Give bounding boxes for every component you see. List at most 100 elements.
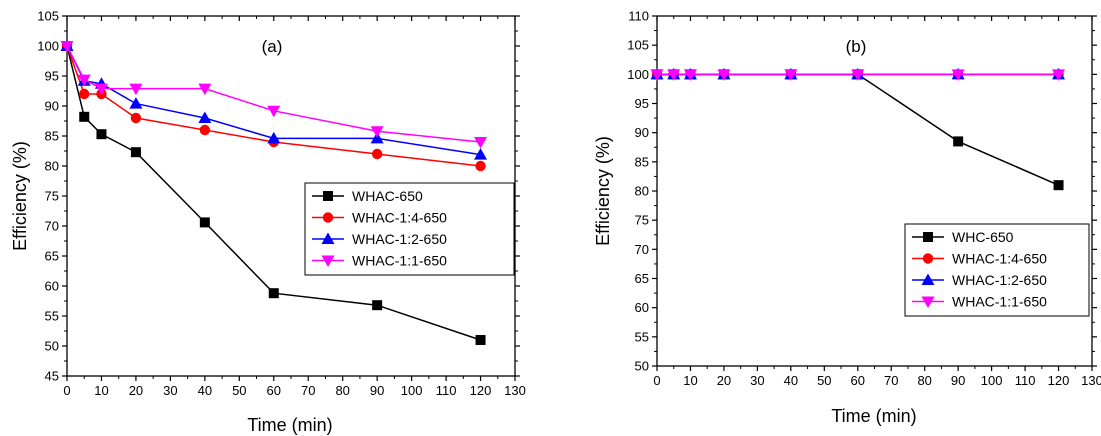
legend-swatch-marker — [922, 253, 934, 264]
y-tick-label: 85 — [45, 129, 59, 144]
x-tick-label: 100 — [981, 373, 1003, 388]
data-point — [372, 300, 383, 311]
x-tick-label: 120 — [470, 383, 492, 398]
data-point — [268, 288, 279, 299]
y-tick-label: 105 — [37, 9, 59, 24]
y-tick-label: 100 — [627, 67, 649, 82]
legend-label: WHAC-650 — [352, 188, 423, 204]
data-point — [474, 137, 488, 149]
legend-swatch-marker — [322, 212, 334, 223]
data-point — [199, 124, 211, 136]
data-point — [475, 160, 486, 172]
chart-1: 0 10 20 30 40 50 60 70 80 90 100 110 120 130 45 50 55 60 6… — [10, 9, 526, 436]
legend: WHAC-650 WHAC-1:4-650 WHAC-1:2-650 WHAC-1:1… — [304, 182, 515, 276]
series-1 — [652, 69, 1064, 191]
x-tick-label: 20 — [129, 383, 143, 398]
x-tick-label: 130 — [504, 383, 526, 398]
y-axis-label: Efficiency (%) — [10, 141, 30, 251]
legend-swatch-marker — [321, 255, 335, 267]
x-tick-label: 60 — [851, 373, 865, 388]
x-tick-label: 0 — [653, 373, 660, 388]
data-point — [474, 148, 488, 160]
x-tick-label: 110 — [436, 383, 457, 398]
x-axis-label: Time (min) — [831, 406, 916, 426]
x-tick-label: 130 — [1081, 373, 1101, 388]
data-point — [953, 136, 964, 147]
x-tick-label: 10 — [94, 383, 108, 398]
y-tick-label: 105 — [627, 38, 649, 53]
data-point — [77, 74, 91, 87]
y-tick-label: 80 — [635, 184, 649, 199]
x-tick-label: 50 — [817, 373, 831, 388]
x-tick-label: 80 — [335, 383, 349, 398]
x-tick-label: 120 — [1048, 373, 1070, 388]
legend-swatch-marker — [321, 232, 335, 244]
data-point — [96, 129, 107, 140]
data-point — [199, 217, 210, 228]
x-tick-label: 70 — [301, 383, 315, 398]
x-tick-label: 0 — [63, 383, 70, 398]
data-point — [370, 126, 384, 138]
y-tick-label: 90 — [635, 125, 649, 140]
data-point — [371, 148, 383, 160]
series-3 — [60, 39, 488, 160]
panel-label: (a) — [262, 37, 283, 56]
y-tick-label: 60 — [45, 279, 59, 294]
legend-label: WHAC-1:2-650 — [352, 231, 447, 247]
y-tick-label: 90 — [45, 99, 59, 114]
data-point — [784, 69, 798, 81]
data-point — [951, 69, 965, 81]
data-point — [650, 69, 664, 81]
legend-swatch-marker — [323, 191, 333, 201]
y-tick-label: 55 — [635, 329, 649, 344]
y-tick-label: 75 — [45, 189, 59, 204]
data-point — [683, 69, 697, 81]
x-tick-label: 100 — [401, 383, 423, 398]
chart-2: 0 10 20 30 40 50 60 70 80 90 100 110 120 130 50 55 60 65 7… — [593, 9, 1101, 427]
y-axis-label: Efficiency (%) — [593, 136, 613, 246]
x-tick-label: 90 — [370, 383, 384, 398]
legend-swatch-marker — [921, 273, 935, 285]
data-point — [267, 131, 281, 144]
y-tick-label: 80 — [45, 159, 59, 174]
x-tick-label: 80 — [917, 373, 931, 388]
panel-label: (b) — [846, 37, 867, 56]
data-point — [267, 105, 281, 118]
y-tick-label: 75 — [635, 213, 649, 228]
data-point — [79, 88, 90, 100]
data-point — [94, 83, 108, 96]
y-tick-label: 65 — [45, 249, 59, 264]
legend-label: WHAC-1:4-650 — [952, 251, 1047, 267]
data-point — [130, 147, 141, 158]
x-tick-label: 60 — [267, 383, 281, 398]
x-tick-label: 40 — [198, 383, 212, 398]
legend-label: WHAC-1:1-650 — [952, 294, 1047, 310]
data-point — [667, 69, 681, 81]
data-point — [129, 97, 143, 109]
y-tick-label: 95 — [635, 96, 649, 111]
legend-box — [904, 223, 1090, 317]
y-tick-label: 50 — [635, 359, 649, 374]
x-tick-label: 110 — [1015, 373, 1036, 388]
x-tick-label: 70 — [884, 373, 898, 388]
y-tick-label: 60 — [635, 300, 649, 315]
y-tick-label: 70 — [45, 219, 59, 234]
legend-label: WHC-650 — [952, 229, 1014, 245]
data-point — [79, 111, 90, 122]
data-point — [475, 335, 486, 345]
legend-swatch-marker — [923, 232, 933, 242]
series-line — [657, 73, 1059, 186]
y-tick-label: 95 — [45, 69, 59, 84]
data-point — [198, 111, 212, 123]
x-tick-label: 20 — [717, 373, 731, 388]
legend-label: WHAC-1:1-650 — [352, 253, 447, 269]
y-tick-label: 70 — [635, 242, 649, 257]
legend-box — [304, 182, 515, 276]
data-point — [198, 83, 212, 96]
y-tick-label: 100 — [37, 39, 59, 54]
x-tick-label: 90 — [951, 373, 965, 388]
legend: WHC-650 WHAC-1:4-650 WHAC-1:2-650 WHAC-1:1-… — [904, 223, 1090, 317]
data-point — [129, 83, 143, 96]
series-4 — [650, 69, 1066, 81]
